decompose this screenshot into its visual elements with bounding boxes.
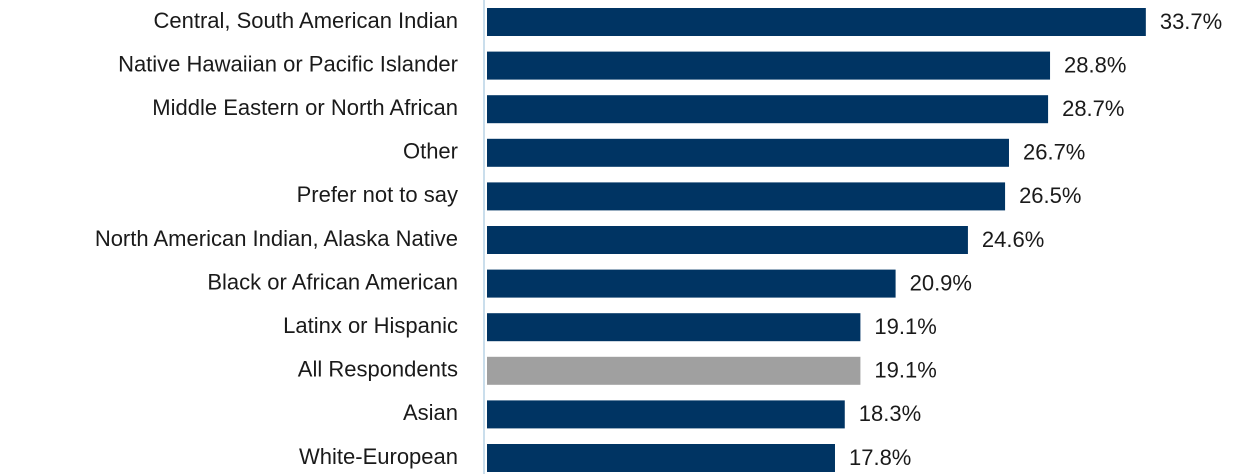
bar: [487, 313, 861, 342]
data-label: 24.6%: [982, 227, 1044, 252]
category-label: Prefer not to say: [297, 182, 458, 207]
category-label: Latinx or Hispanic: [283, 313, 458, 338]
data-label: 17.8%: [849, 445, 911, 470]
category-label: North American Indian, Alaska Native: [95, 226, 458, 251]
category-label: Other: [403, 139, 458, 164]
bar: [487, 8, 1146, 36]
bar: [487, 400, 845, 429]
bar: [487, 51, 1051, 80]
data-label: 28.8%: [1064, 52, 1126, 77]
bar: [487, 95, 1049, 124]
bar: [487, 444, 835, 472]
category-label: Asian: [403, 400, 458, 425]
category-label: White-European: [299, 444, 458, 469]
data-label: 19.1%: [874, 314, 936, 339]
category-label: All Respondents: [298, 357, 458, 382]
category-label: Central, South American Indian: [153, 8, 458, 33]
data-label: 33.7%: [1160, 9, 1222, 34]
bar: [487, 226, 968, 254]
bar: [487, 138, 1009, 167]
category-label: Native Hawaiian or Pacific Islander: [118, 51, 458, 76]
bar: [487, 269, 896, 298]
data-label: 28.7%: [1062, 96, 1124, 121]
category-label: Middle Eastern or North African: [152, 95, 458, 120]
bar: [487, 182, 1006, 211]
data-label: 18.3%: [859, 401, 921, 426]
category-label: Black or African American: [207, 269, 458, 294]
data-label: 20.9%: [910, 270, 972, 295]
data-label: 19.1%: [874, 358, 936, 383]
data-label: 26.7%: [1023, 140, 1085, 165]
bar: [487, 356, 861, 385]
data-label: 26.5%: [1019, 183, 1081, 208]
